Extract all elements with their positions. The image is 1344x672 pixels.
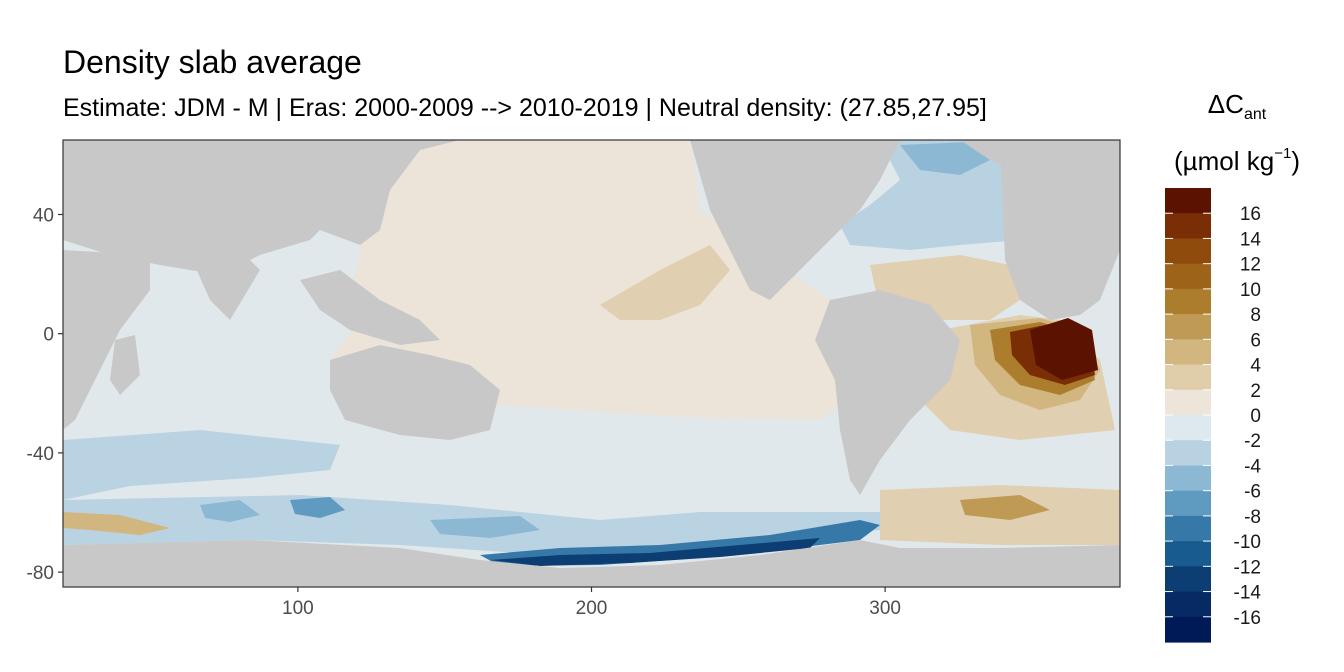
legend-color-bin (1165, 288, 1211, 315)
legend-color-bin (1165, 566, 1211, 593)
map-layer (63, 140, 1120, 587)
legend-color-bin (1165, 415, 1211, 441)
legend-tick-label: 0 (1250, 406, 1261, 427)
legend-tick-label: -14 (1234, 583, 1262, 604)
land-south-america (815, 290, 960, 495)
south-atlantic-peak (1030, 318, 1098, 380)
legend-tick-label: 14 (1240, 229, 1262, 250)
legend-color-bin (1165, 389, 1211, 416)
land-west-africa (1000, 140, 1120, 320)
legend-color-bin (1165, 314, 1211, 340)
legend-unit-exponent: −1 (1274, 145, 1292, 162)
legend-tick-label: -2 (1244, 431, 1261, 452)
weddell-patch (960, 495, 1050, 520)
legend-tick-label: 16 (1240, 204, 1261, 225)
southern-belt (63, 430, 340, 500)
x-tick-label: 300 (869, 598, 901, 619)
land-india (190, 250, 260, 320)
legend-tick-label: -6 (1244, 482, 1261, 503)
legend-tick-label: 12 (1240, 255, 1261, 276)
ross-margin-deep (490, 538, 820, 566)
chart-title: Density slab average (63, 44, 362, 80)
legend-unit-pre: (µmol kg (1174, 146, 1275, 176)
legend-tick-label: -8 (1244, 507, 1261, 528)
legend-tick-label: 4 (1250, 356, 1261, 377)
land-arabia-east-africa (63, 250, 150, 430)
y-tick-label: 0 (43, 325, 54, 346)
x-tick-label: 200 (576, 598, 608, 619)
x-tick-label: 100 (282, 598, 314, 619)
legend-color-bin (1165, 263, 1211, 290)
legend-tick-label: -4 (1244, 456, 1261, 477)
legend-unit: (µmol kg−1) (1162, 134, 1312, 181)
legend: 16 14 12 10 8 6 4 2 0 -2 -4 -6 -8 -10 -12 -14 -16 (1165, 188, 1261, 643)
legend-color-bin (1165, 339, 1211, 366)
legend-unit-post: ) (1291, 146, 1300, 176)
chart-subtitle: Estimate: JDM - M | Eras: 2000-2009 --> … (63, 94, 987, 122)
pacific-warm-band (600, 245, 730, 320)
legend-color-bin (1165, 616, 1211, 643)
legend-tick-label: 2 (1250, 381, 1261, 402)
southern-patch-1 (200, 500, 260, 522)
legend-title-main: ΔC (1207, 89, 1244, 119)
legend-color-bin (1165, 490, 1211, 517)
legend-color-bin (1165, 188, 1211, 214)
legend-color-bin (1165, 515, 1211, 542)
legend-tick-label: 8 (1250, 305, 1261, 326)
land-asia (63, 140, 460, 245)
legend-color-bin (1165, 591, 1211, 618)
land-madagascar (110, 335, 140, 395)
legend-title-subscript: ant (1243, 106, 1267, 123)
legend-color-bin (1165, 364, 1211, 391)
indian-patch-warm (63, 512, 170, 535)
y-tick-label: -80 (27, 563, 54, 584)
land-north-america (690, 140, 900, 300)
land-australia (330, 345, 500, 440)
legend-tick-label: -16 (1234, 608, 1261, 629)
land-southeast-asia (300, 270, 440, 345)
legend-title: ΔCant (1162, 86, 1312, 133)
north-atlantic-deep (900, 142, 990, 175)
pacific-region (330, 140, 870, 420)
y-tick-label: 40 (33, 206, 54, 227)
y-tick-label: -40 (27, 444, 54, 465)
southern-patch-3 (430, 516, 540, 538)
legend-color-bin (1165, 440, 1211, 467)
land-antarctica (63, 540, 1120, 587)
legend-color-bin (1165, 238, 1211, 265)
southern-patch-2 (290, 497, 345, 518)
legend-tick-label: 10 (1240, 280, 1261, 301)
legend-color-bin (1165, 465, 1211, 492)
legend-tick-label: -10 (1234, 532, 1261, 553)
ross-margin (480, 520, 880, 566)
legend-color-bin (1165, 541, 1211, 567)
legend-color-bin (1165, 213, 1211, 240)
legend-tick-label: 6 (1250, 330, 1261, 351)
legend-tick-label: -12 (1234, 557, 1261, 578)
